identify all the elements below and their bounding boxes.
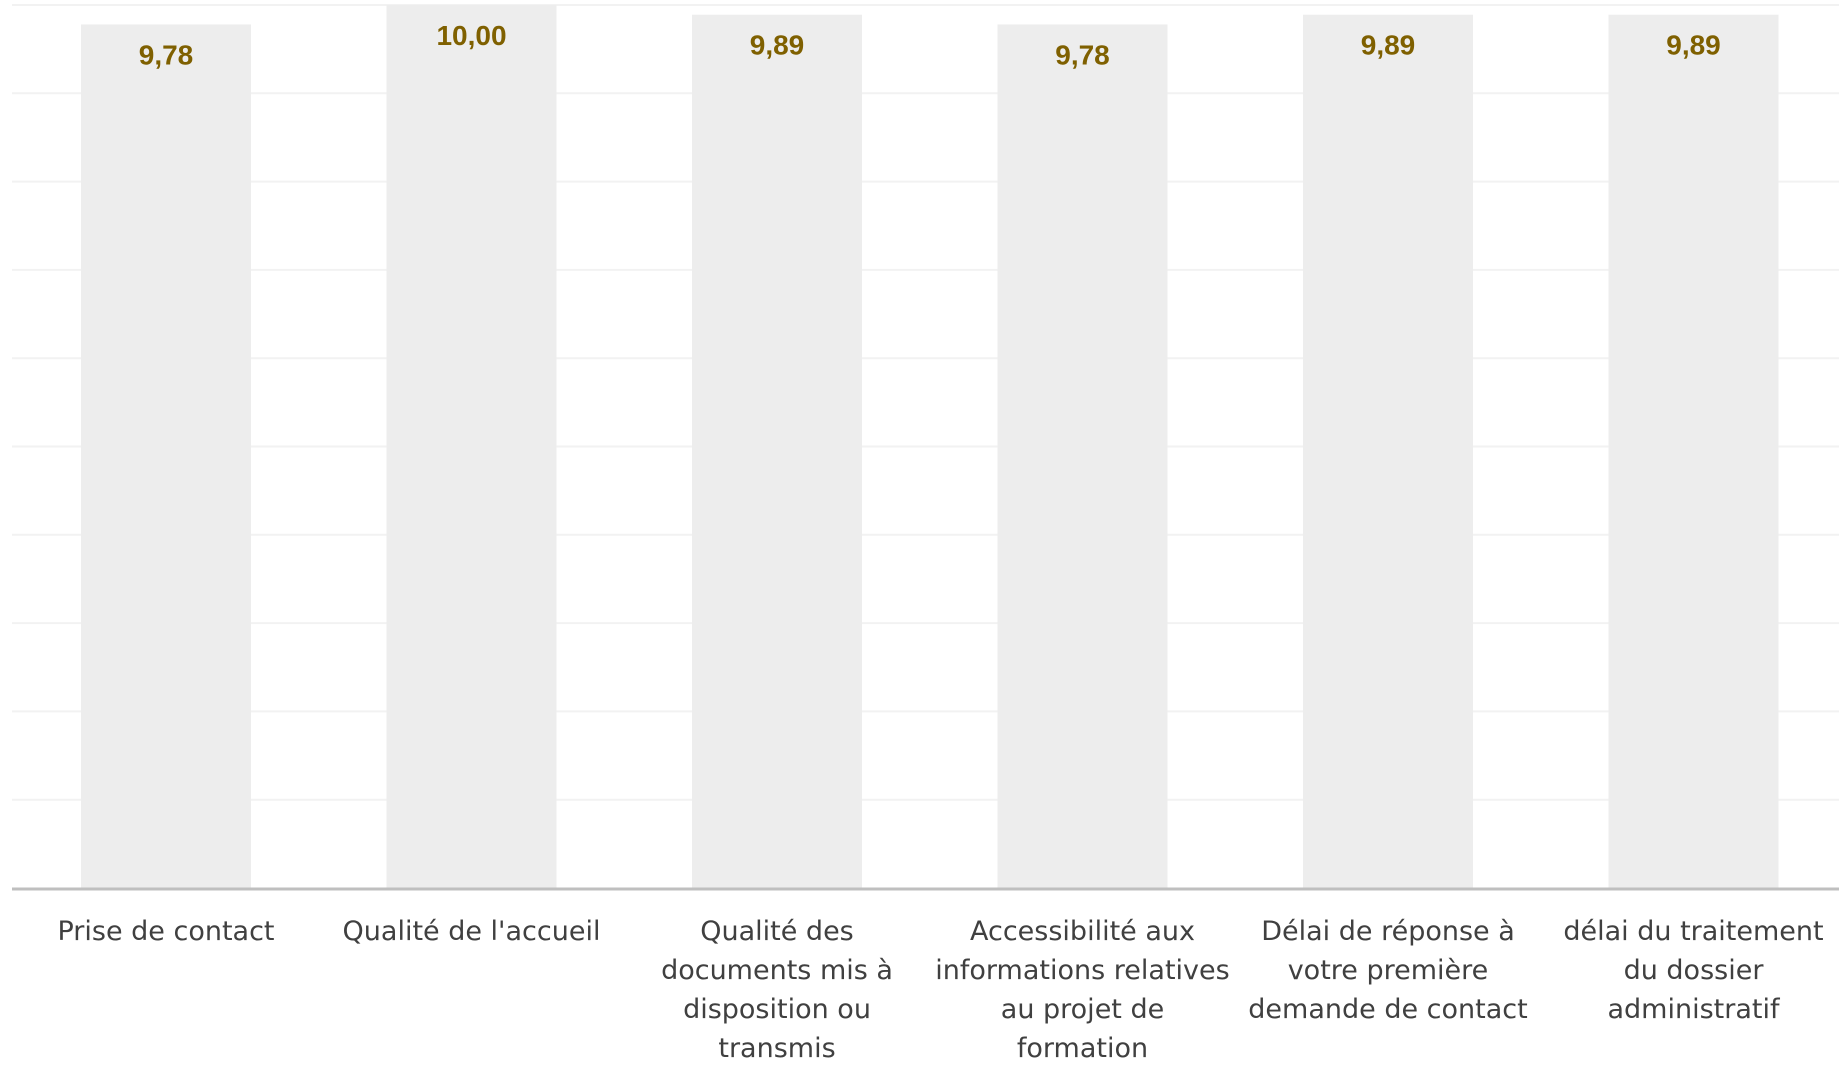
category-label-line: Qualité de l'accueil — [322, 912, 622, 951]
data-label: 9,89 — [750, 30, 805, 61]
data-label: 9,78 — [139, 39, 194, 70]
data-label: 10,00 — [436, 20, 506, 51]
category-label-line: administratif — [1544, 990, 1839, 1029]
category-label-line: Accessibilité aux — [933, 912, 1233, 951]
bar — [998, 24, 1168, 888]
category-label-line: Qualité des — [627, 912, 927, 951]
bar — [81, 24, 251, 888]
gridlines — [12, 5, 1839, 800]
category-label-line: informations relatives — [933, 951, 1233, 990]
data-label: 9,89 — [1361, 30, 1416, 61]
category-label-line: disposition ou — [627, 990, 927, 1029]
category-label: Prise de contact — [16, 912, 316, 951]
category-label: Qualité de l'accueil — [322, 912, 622, 951]
category-label-line: demande de contact — [1238, 990, 1538, 1029]
bar — [1303, 15, 1473, 888]
category-label-line: du dossier — [1544, 951, 1839, 990]
bar — [692, 15, 862, 888]
bar — [387, 5, 557, 888]
data-label: 9,89 — [1666, 30, 1721, 61]
category-label-line: transmis — [627, 1029, 927, 1068]
category-label-line: Prise de contact — [16, 912, 316, 951]
category-label-line: formation — [933, 1029, 1233, 1068]
data-labels: 9,78 10,00 9,89 9,78 9,89 9,89 — [139, 20, 1721, 70]
bar — [1609, 15, 1779, 888]
category-label-line: au projet de — [933, 990, 1233, 1029]
data-label: 9,78 — [1055, 39, 1110, 70]
category-label-line: votre première — [1238, 951, 1538, 990]
category-label-line: documents mis à — [627, 951, 927, 990]
category-label-line: délai du traitement — [1544, 912, 1839, 951]
category-label-line: Délai de réponse à — [1238, 912, 1538, 951]
